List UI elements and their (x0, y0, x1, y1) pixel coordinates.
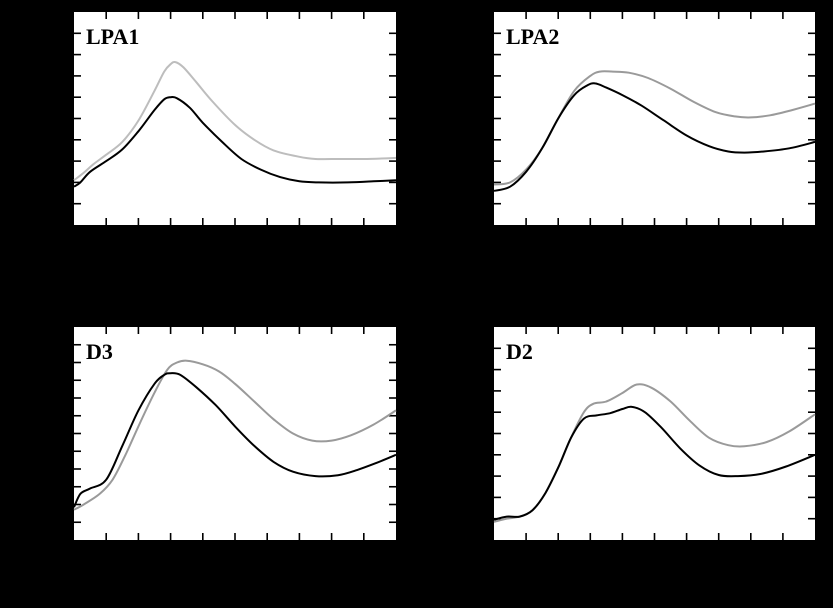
panel-lpa1: LPA1 (73, 12, 397, 225)
series-line-gray (73, 60, 397, 182)
plot-area (73, 327, 397, 540)
series-line-gray (493, 70, 816, 186)
series-line-black (493, 405, 816, 521)
panel-label: D2 (506, 339, 533, 364)
plot-area (73, 12, 397, 225)
panel-label: D3 (86, 339, 113, 364)
panel-label: LPA1 (86, 24, 140, 49)
series-line-black (73, 372, 397, 508)
panel-d3: D3 (73, 327, 397, 540)
panel-d2: D2 (493, 327, 816, 540)
plot-area (493, 12, 816, 225)
panel-label: LPA2 (506, 24, 560, 49)
plot-area (493, 327, 816, 540)
panel-lpa2: LPA2 (493, 12, 816, 225)
series-line-black (73, 95, 397, 188)
series-line-gray (73, 359, 397, 511)
series-line-black (493, 82, 816, 192)
series-line-gray (493, 383, 816, 523)
